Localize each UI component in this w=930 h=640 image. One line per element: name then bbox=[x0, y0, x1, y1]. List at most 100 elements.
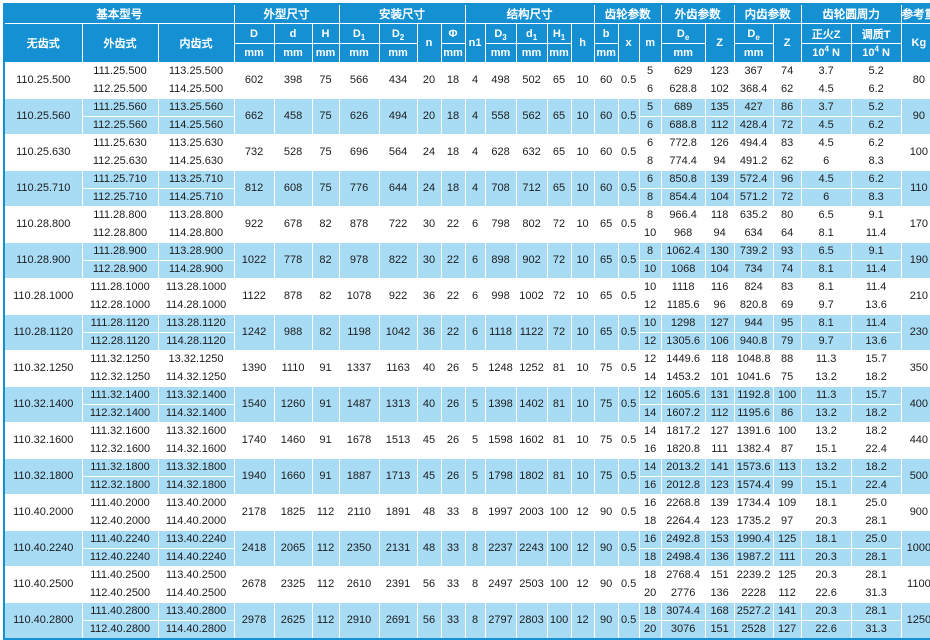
cell-model-internal: 113.28.900 bbox=[157, 242, 235, 261]
cell-phi: 26 bbox=[440, 422, 466, 459]
cell-H1: 100 bbox=[546, 530, 572, 567]
cell-force-normalized: 20.3 bbox=[800, 566, 852, 585]
cell-force-tempered: 18.2 bbox=[850, 422, 902, 441]
cell-De-ext: 968 bbox=[660, 224, 706, 243]
cell-De-int: 820.8 bbox=[733, 296, 774, 315]
cell-force-tempered: 6.2 bbox=[850, 116, 902, 135]
cell-kg: 190 bbox=[900, 242, 930, 279]
cell-De-ext: 2013.2 bbox=[660, 458, 706, 477]
cell-Z-int: 112 bbox=[772, 584, 802, 603]
table-row: 110.28.800 111.28.800 113.28.800 922 678 82 87… bbox=[3, 206, 930, 243]
cell-D2: 564 bbox=[378, 134, 418, 171]
cell-h: 12 bbox=[570, 494, 595, 531]
cell-d1: 562 bbox=[515, 98, 548, 135]
column-label-subscript: 1 bbox=[360, 32, 366, 42]
column-header-De-ext: De bbox=[660, 23, 706, 44]
cell-model-external: 112.28.1000 bbox=[81, 296, 159, 315]
cell-d: 878 bbox=[273, 278, 313, 315]
cell-force-tempered: 18.2 bbox=[850, 458, 902, 477]
cell-n: 36 bbox=[416, 278, 442, 315]
cell-Z-int: 87 bbox=[772, 440, 802, 459]
cell-n: 40 bbox=[416, 350, 442, 387]
cell-H1: 100 bbox=[546, 566, 572, 603]
cell-model-external: 112.25.630 bbox=[81, 152, 159, 171]
cell-Z-int: 100 bbox=[772, 422, 802, 441]
column-label: Z bbox=[716, 37, 723, 49]
column-group-header: 参考重量 bbox=[900, 3, 930, 24]
column-unit-D: mm bbox=[233, 43, 275, 63]
cell-D1: 1078 bbox=[338, 278, 380, 315]
column-group-header: 齿轮参数 bbox=[593, 3, 662, 24]
cell-h: 12 bbox=[570, 566, 595, 603]
cell-De-ext: 3074.4 bbox=[660, 602, 706, 621]
cell-b: 75 bbox=[593, 422, 619, 459]
table-row: 110.40.2800 111.40.2800 113.40.2800 2978 262… bbox=[3, 602, 930, 640]
column-label: 内齿式 bbox=[179, 38, 213, 50]
cell-De-ext: 629 bbox=[660, 62, 706, 81]
cell-d1: 712 bbox=[515, 170, 548, 207]
table-body: 110.25.500 111.25.500 113.25.500 602 398 75 56… bbox=[3, 62, 930, 640]
cell-D1: 1678 bbox=[338, 422, 380, 459]
column-unit-H1: mm bbox=[546, 43, 572, 63]
table-row: 112.25.710 114.25.710 8 854.4 104 571.2 72 6 8.3 bbox=[4, 188, 930, 207]
cell-Z-ext: 94 bbox=[704, 224, 735, 243]
cell-model-internal: 113.40.2800 bbox=[157, 602, 235, 621]
cell-D2: 722 bbox=[378, 206, 418, 243]
cell-De-ext: 1817.2 bbox=[660, 422, 706, 441]
cell-force-tempered: 11.4 bbox=[850, 314, 902, 333]
cell-Z-ext: 116 bbox=[704, 278, 735, 297]
cell-x: 0.5 bbox=[617, 350, 640, 387]
column-label: D bbox=[250, 27, 258, 40]
column-header-De-int: De bbox=[733, 23, 774, 44]
column-label: H bbox=[552, 27, 561, 40]
cell-Z-ext: 94 bbox=[704, 152, 735, 171]
cell-H: 75 bbox=[311, 170, 340, 207]
column-group-header: 安装尺寸 bbox=[338, 3, 466, 24]
cell-model-external: 112.40.2800 bbox=[81, 620, 159, 640]
column-label: D bbox=[747, 27, 756, 40]
cell-kg: 210 bbox=[900, 278, 930, 315]
cell-kg: 90 bbox=[900, 98, 930, 135]
cell-D2: 922 bbox=[378, 278, 418, 315]
unit-label: mm bbox=[349, 47, 369, 59]
cell-H: 91 bbox=[311, 350, 340, 387]
cell-model-external: 112.32.1250 bbox=[81, 368, 159, 387]
cell-De-ext: 2492.8 bbox=[660, 530, 706, 549]
column-label-subscript: 3 bbox=[502, 32, 507, 42]
cell-De-ext: 1820.8 bbox=[660, 440, 706, 459]
cell-model-base: 110.25.630 bbox=[3, 134, 83, 171]
cell-m: 10 bbox=[638, 224, 662, 243]
cell-De-ext: 1607.2 bbox=[660, 404, 706, 423]
cell-force-normalized: 6 bbox=[800, 188, 852, 207]
cell-model-external: 112.25.560 bbox=[81, 116, 159, 135]
cell-b: 65 bbox=[593, 206, 619, 243]
cell-D3: 1798 bbox=[484, 458, 517, 495]
cell-d: 528 bbox=[273, 134, 313, 171]
cell-force-tempered: 15.7 bbox=[850, 350, 902, 369]
cell-model-base: 110.25.500 bbox=[3, 62, 83, 99]
cell-De-ext: 689 bbox=[660, 98, 706, 117]
cell-phi: 18 bbox=[440, 134, 466, 171]
column-group-header: 外型尺寸 bbox=[233, 3, 340, 24]
column-label-subscript: e bbox=[684, 32, 690, 42]
column-header-model-external: 外齿式 bbox=[81, 23, 159, 63]
cell-model-internal: 114.40.2800 bbox=[157, 620, 235, 640]
column-header-D1: D1 bbox=[338, 23, 380, 44]
cell-d: 678 bbox=[273, 206, 313, 243]
cell-D2: 1313 bbox=[378, 386, 418, 423]
cell-m: 8 bbox=[638, 242, 662, 261]
table-row: 110.25.710 111.25.710 113.25.710 812 608 75 77… bbox=[3, 170, 930, 207]
unit-tail: N bbox=[882, 47, 890, 59]
cell-x: 0.5 bbox=[617, 494, 640, 531]
table-row: 110.40.2000 111.40.2000 113.40.2000 2178 182… bbox=[3, 494, 930, 531]
cell-d: 2625 bbox=[273, 602, 313, 640]
table-row: 112.32.1800 114.32.1800 16 2012.8 123 1574.4 9… bbox=[4, 476, 930, 495]
cell-h: 12 bbox=[570, 602, 595, 640]
cell-n1: 5 bbox=[464, 422, 486, 459]
cell-m: 12 bbox=[638, 350, 662, 369]
column-header-D2: D2 bbox=[378, 23, 418, 44]
cell-kg: 110 bbox=[900, 170, 930, 207]
cell-D3: 1997 bbox=[484, 494, 517, 531]
cell-force-tempered: 6.2 bbox=[850, 170, 902, 189]
cell-Z-ext: 118 bbox=[704, 206, 735, 225]
